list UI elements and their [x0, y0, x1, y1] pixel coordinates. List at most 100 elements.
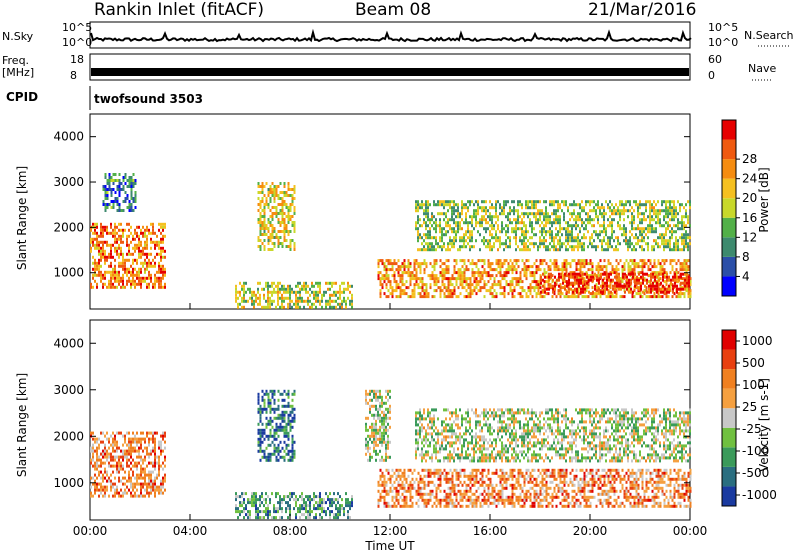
heatmap-cell	[237, 495, 239, 499]
heatmap-cell	[387, 295, 390, 299]
heatmap-cell	[617, 209, 619, 213]
heatmap-cell	[321, 296, 323, 300]
heatmap-cell	[611, 212, 613, 216]
heatmap-cell	[267, 242, 270, 245]
heatmap-cell	[595, 209, 597, 213]
heatmap-cell	[568, 290, 570, 294]
heatmap-cell	[267, 437, 270, 441]
heatmap-cell	[445, 233, 447, 237]
heatmap-cell	[541, 209, 543, 213]
heatmap-cell	[104, 191, 107, 194]
heatmap-cell	[613, 239, 615, 243]
heatmap-cell	[515, 262, 518, 266]
heatmap-cell	[136, 488, 138, 492]
heatmap-cell	[369, 437, 371, 441]
heatmap-cell	[120, 494, 122, 498]
heatmap-cell	[243, 299, 245, 303]
heatmap-cell	[112, 458, 114, 462]
heatmap-cell	[118, 182, 121, 185]
heatmap-cell	[118, 228, 120, 232]
heatmap-cell	[102, 203, 105, 206]
heatmap-cell	[685, 215, 687, 219]
heatmap-cell	[98, 249, 100, 253]
heatmap-cell	[150, 476, 152, 480]
heatmap-cell	[569, 224, 571, 228]
heatmap-cell	[624, 275, 626, 279]
heatmap-cell	[267, 239, 270, 242]
heatmap-cell	[130, 443, 132, 447]
heatmap-cell	[539, 224, 541, 228]
heatmap-cell	[457, 215, 459, 219]
heatmap-cell	[429, 203, 431, 207]
heatmap-cell	[283, 290, 285, 294]
heatmap-cell	[681, 221, 683, 225]
heatmap-cell	[427, 295, 430, 299]
heatmap-cell	[134, 237, 136, 241]
heatmap-cell	[537, 292, 540, 296]
heatmap-cell	[112, 228, 114, 232]
heatmap-cell	[287, 422, 290, 426]
heatmap-cell	[110, 273, 112, 277]
heatmap-cell	[301, 287, 303, 291]
heatmap-cell	[335, 513, 337, 517]
heatmap-cell	[527, 289, 530, 293]
heatmap-cell	[417, 209, 419, 213]
heatmap-cell	[669, 289, 672, 293]
heatmap-cell	[235, 296, 237, 300]
heatmap-cell	[120, 264, 122, 268]
heatmap-cell	[371, 431, 373, 435]
heatmap-cell	[677, 212, 679, 216]
heatmap-cell	[289, 194, 292, 197]
heatmap-cell	[671, 200, 673, 204]
heatmap-cell	[577, 218, 579, 222]
heatmap-cell	[285, 431, 288, 435]
heatmap-cell	[667, 215, 669, 219]
heatmap-cell	[307, 516, 309, 520]
heatmap-cell	[291, 440, 294, 444]
heatmap-cell	[138, 473, 140, 477]
heatmap-cell	[549, 283, 552, 287]
heatmap-cell	[255, 492, 257, 496]
heatmap-cell	[469, 292, 472, 296]
heatmap-cell	[475, 239, 477, 243]
heatmap-cell	[349, 507, 351, 511]
heatmap-cell	[267, 236, 270, 239]
heatmap-cell	[688, 278, 690, 282]
heatmap-cell	[609, 236, 611, 240]
heatmap-cell	[543, 286, 546, 290]
heatmap-cell	[591, 209, 593, 213]
heatmap-cell	[630, 272, 632, 276]
heatmap-cell	[617, 283, 620, 287]
heatmap-cell	[559, 224, 561, 228]
heatmap-cell	[287, 305, 289, 309]
heatmap-cell	[405, 265, 408, 269]
heatmap-cell	[545, 221, 547, 225]
heatmap-cell	[351, 296, 353, 300]
heatmap-cell	[100, 485, 102, 489]
heatmap-cell	[501, 206, 503, 210]
heatmap-cell	[257, 443, 260, 447]
heatmap-cell	[114, 191, 117, 194]
heatmap-cell	[257, 422, 260, 426]
heatmap-cell	[576, 275, 578, 279]
heatmap-cell	[104, 467, 106, 471]
heatmap-cell	[461, 280, 464, 284]
heatmap-cell	[659, 212, 661, 216]
heatmap-cell	[417, 218, 419, 222]
heatmap-cell	[669, 248, 671, 252]
heatmap-cell	[555, 265, 558, 269]
heatmap-cell	[575, 203, 577, 207]
heatmap-cell	[678, 278, 680, 282]
heatmap-cell	[132, 276, 134, 280]
heatmap-cell	[515, 277, 518, 281]
heatmap-cell	[665, 242, 667, 246]
heatmap-cell	[154, 452, 156, 456]
date-title: 21/Mar/2016	[588, 0, 697, 20]
heatmap-cell	[659, 265, 662, 269]
heatmap-cell	[341, 302, 343, 306]
heatmap-cell	[625, 239, 627, 243]
heatmap-cell	[568, 287, 570, 291]
heatmap-cell	[275, 290, 277, 294]
heatmap-cell	[535, 283, 538, 287]
heatmap-cell	[273, 290, 275, 294]
